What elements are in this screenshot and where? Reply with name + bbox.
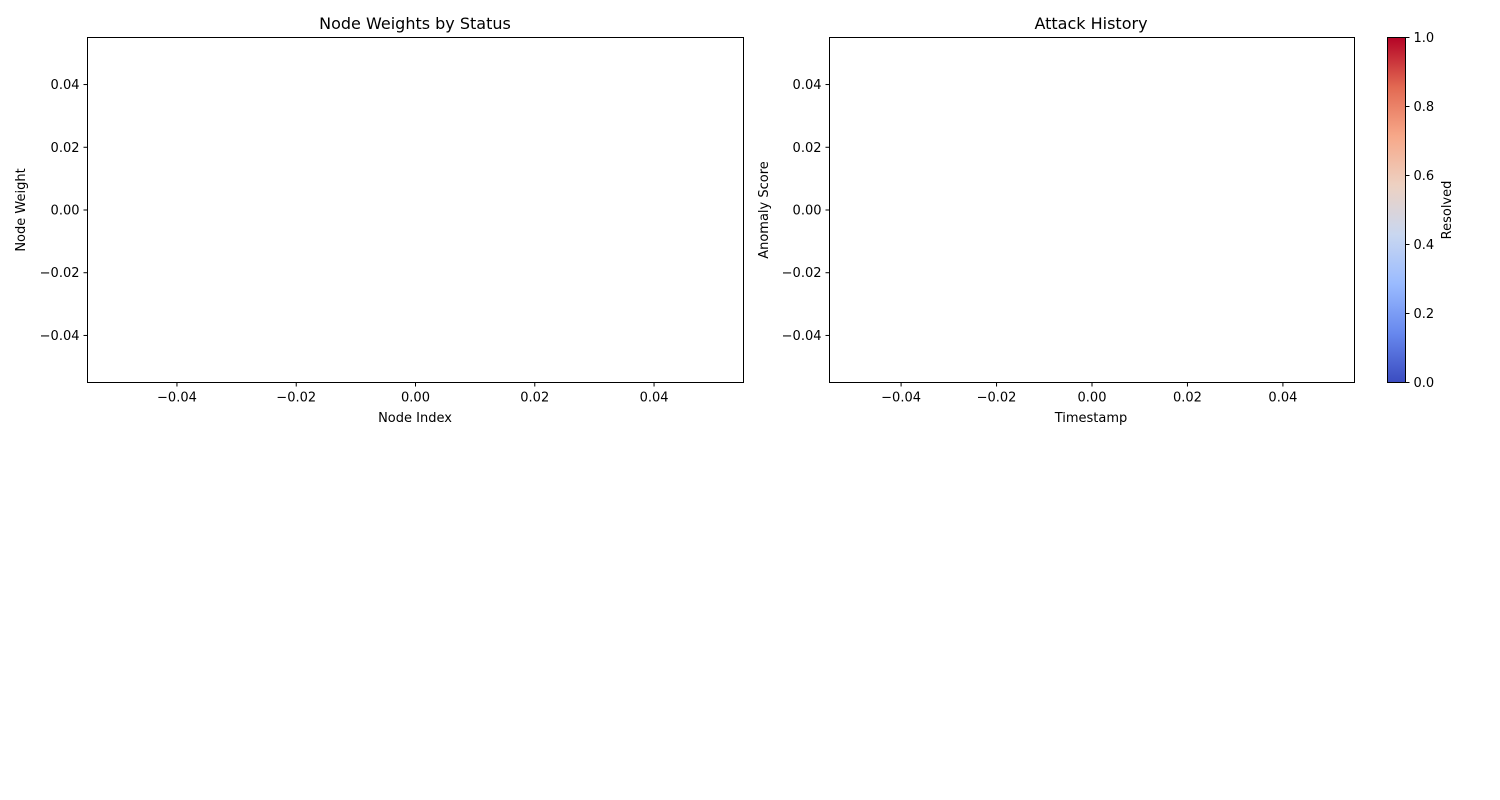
colorbar-label: Resolved <box>1440 181 1455 240</box>
chart-attack-history: Attack History −0.04 −0.02 0.00 0.02 0.04 0.0… <box>757 14 1455 426</box>
y-tick-label: 0.02 <box>793 141 822 156</box>
x-tick-label: 0.04 <box>1268 391 1297 406</box>
colorbar-tick-label: 0.4 <box>1414 238 1435 253</box>
y-tick-label: 0.00 <box>793 204 822 219</box>
x-tick-label: 0.00 <box>401 391 430 406</box>
x-tick-label: 0.02 <box>1173 391 1202 406</box>
y-tick-label: −0.04 <box>40 329 80 344</box>
chart-title: Attack History <box>1034 14 1147 33</box>
y-tick-label: 0.04 <box>51 78 80 93</box>
y-tick-label: −0.04 <box>782 329 822 344</box>
tick-group: −0.04 −0.02 0.00 0.02 0.04 0.04 0.02 0.00 −0.02 −… <box>782 78 1298 405</box>
y-tick-label: −0.02 <box>40 266 80 281</box>
x-tick-label: −0.02 <box>276 391 316 406</box>
chart-title: Node Weights by Status <box>319 14 511 33</box>
colorbar-ticks: 0.0 0.2 0.4 0.6 0.8 1.0 <box>1405 31 1435 391</box>
y-tick-label: −0.02 <box>782 266 822 281</box>
plot-area <box>87 37 744 383</box>
x-tick-label: 0.00 <box>1078 391 1107 406</box>
x-tick-label: −0.04 <box>881 391 921 406</box>
y-axis-label: Anomaly Score <box>757 161 772 259</box>
chart-node-weights: Node Weights by Status −0.04 −0.02 0.00 0.0… <box>14 14 744 426</box>
colorbar-tick-label: 1.0 <box>1414 31 1435 46</box>
x-axis-label: Timestamp <box>1054 411 1128 426</box>
colorbar-tick-label: 0.6 <box>1414 169 1435 184</box>
y-tick-label: 0.04 <box>793 78 822 93</box>
colorbar-tick-label: 0.8 <box>1414 100 1435 115</box>
colorbar-tick-label: 0.2 <box>1414 307 1435 322</box>
colorbar-gradient <box>1387 37 1406 383</box>
x-tick-label: −0.02 <box>977 391 1017 406</box>
x-tick-label: 0.04 <box>640 391 669 406</box>
x-tick-label: 0.02 <box>520 391 549 406</box>
tick-group: −0.04 −0.02 0.00 0.02 0.04 0.04 0.02 0.00 −0.02 −… <box>40 78 669 405</box>
x-tick-label: −0.04 <box>157 391 197 406</box>
y-axis-label: Node Weight <box>14 168 29 251</box>
colorbar: 0.0 0.2 0.4 0.6 0.8 1.0 Resolved <box>1387 31 1455 391</box>
y-tick-label: 0.00 <box>51 204 80 219</box>
y-tick-label: 0.02 <box>51 141 80 156</box>
x-axis-label: Node Index <box>378 411 452 426</box>
plot-area <box>829 37 1355 383</box>
colorbar-tick-label: 0.0 <box>1414 376 1435 391</box>
